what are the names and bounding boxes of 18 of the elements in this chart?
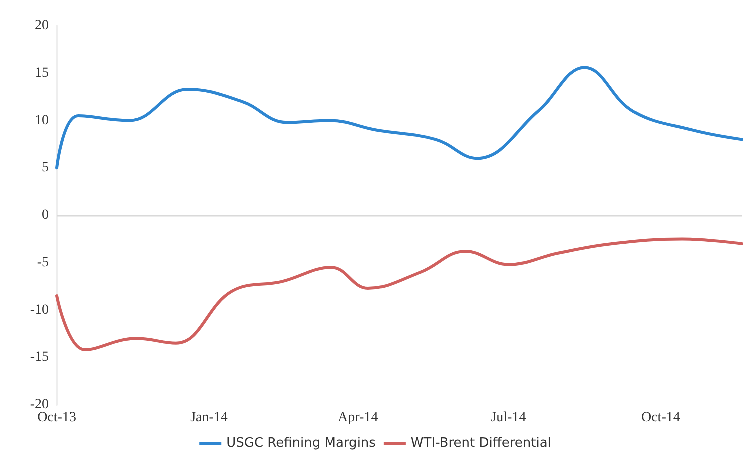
y-tick-label: 20 bbox=[35, 18, 49, 34]
y-tick-label: 10 bbox=[35, 113, 49, 128]
x-tick-label: Oct-14 bbox=[641, 410, 680, 426]
legend-label: USGC Refining Margins bbox=[226, 436, 376, 451]
y-tick-label: 15 bbox=[35, 66, 49, 81]
line-series bbox=[56, 66, 743, 170]
legend-label: WTI-Brent Differential bbox=[410, 436, 552, 451]
x-tick-label: Apr-14 bbox=[338, 410, 378, 426]
x-tick-label: Oct-13 bbox=[38, 410, 76, 426]
x-tick-label: Jul-14 bbox=[491, 410, 526, 426]
y-tick-label: -15 bbox=[30, 350, 49, 366]
line-series bbox=[56, 238, 743, 352]
y-tick-label: 5 bbox=[42, 160, 49, 176]
x-tick-label: Jan-14 bbox=[190, 410, 228, 426]
y-tick-label: 0 bbox=[42, 208, 49, 223]
y-tick-label: -10 bbox=[30, 302, 49, 318]
y-tick-label: -5 bbox=[37, 255, 49, 270]
y-tick-label: -20 bbox=[30, 398, 49, 412]
